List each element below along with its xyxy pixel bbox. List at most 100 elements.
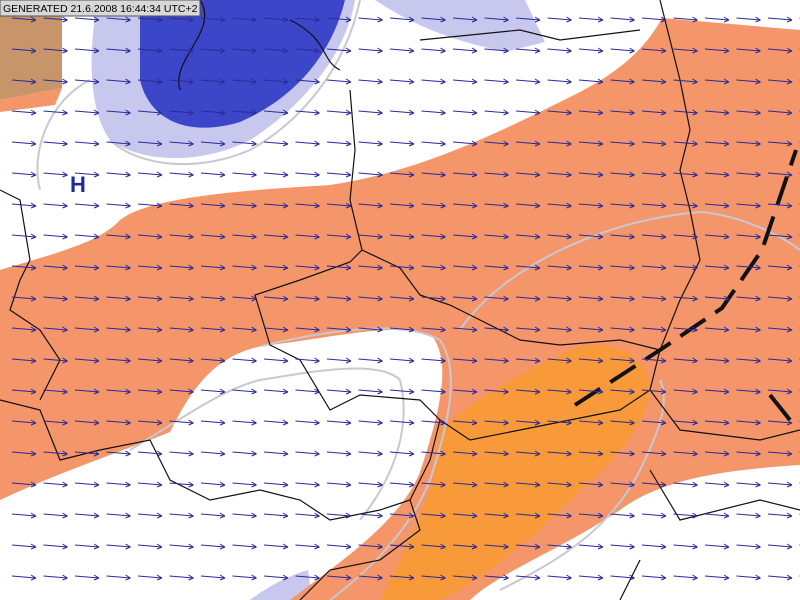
wind-arrow [736, 140, 761, 147]
wind-arrow [389, 450, 415, 457]
wind-arrow [484, 78, 509, 85]
wind-arrow [263, 357, 289, 364]
wind-arrow [610, 419, 635, 426]
wind-arrow [169, 481, 194, 488]
wind-arrow [43, 326, 68, 333]
wind-arrow [704, 543, 730, 550]
wind-arrow [358, 295, 383, 302]
wind-arrow [358, 233, 383, 240]
wind-arrow [547, 47, 572, 54]
wind-arrow [673, 574, 698, 581]
wind-arrow [641, 233, 667, 240]
coastline [178, 0, 641, 91]
wind-arrow [547, 16, 572, 23]
wind-arrow [515, 419, 541, 426]
wind-arrow [610, 357, 635, 364]
wind-arrow [578, 233, 604, 240]
wind-arrow [641, 357, 667, 364]
wind-arrow [358, 543, 383, 550]
wind-arrow [610, 140, 635, 147]
wind-arrow [484, 109, 509, 116]
wind-arrow [137, 171, 163, 178]
wind-arrow [106, 264, 131, 271]
wind-arrow [326, 233, 352, 240]
wind-arrow [578, 326, 604, 333]
wind-arrow [484, 388, 509, 395]
wind-arrow [326, 295, 352, 302]
wind-arrow [106, 450, 131, 457]
wind-arrow [200, 140, 226, 147]
wind-arrow [74, 295, 100, 302]
wind-arrow [767, 326, 793, 333]
country-border [439, 389, 651, 441]
wind-arrow [484, 233, 509, 240]
wind-arrow [704, 202, 730, 209]
wind-arrow [389, 78, 415, 85]
wind-arrow [515, 78, 541, 85]
brown-region [0, 0, 62, 100]
wind-arrow [106, 233, 131, 240]
wind-field [11, 16, 800, 581]
wind-arrow [578, 450, 604, 457]
wind-arrow [547, 140, 572, 147]
wind-arrow [610, 78, 635, 85]
wind-arrow [11, 481, 37, 488]
wind-arrow [452, 202, 478, 209]
wind-arrow [232, 171, 257, 178]
wind-arrow [578, 295, 604, 302]
wind-arrow [326, 202, 352, 209]
wind-arrow [484, 512, 509, 519]
wind-arrow [43, 202, 68, 209]
wind-arrow [137, 450, 163, 457]
wind-arrow [11, 109, 37, 116]
wind-arrow [389, 233, 415, 240]
wind-arrow [11, 543, 37, 550]
wind-arrow [547, 481, 572, 488]
wind-arrow [767, 419, 793, 426]
wind-arrow [137, 388, 163, 395]
wind-arrow [515, 202, 541, 209]
wind-arrow [452, 512, 478, 519]
wind-arrow [641, 264, 667, 271]
wind-arrow [137, 264, 163, 271]
wind-arrow [547, 109, 572, 116]
wind-arrow [673, 481, 698, 488]
wind-arrow [106, 543, 131, 550]
wind-arrow [326, 326, 352, 333]
wind-arrow [389, 264, 415, 271]
wind-arrow [704, 326, 730, 333]
wind-arrow [578, 388, 604, 395]
wind-arrow [326, 78, 352, 85]
wind-arrow [484, 264, 509, 271]
wind-arrow [358, 47, 383, 54]
wind-arrow [610, 109, 635, 116]
wind-arrow [11, 357, 37, 364]
wind-arrow [200, 574, 226, 581]
header-box [0, 0, 201, 17]
wind-arrow [137, 543, 163, 550]
wind-arrow [578, 512, 604, 519]
wind-arrow [74, 171, 100, 178]
wind-arrow [452, 388, 478, 395]
wind-arrow [673, 543, 698, 550]
wind-arrow [169, 78, 194, 85]
wind-arrow [484, 450, 509, 457]
wind-arrow [74, 140, 100, 147]
wind-arrow [389, 512, 415, 519]
wind-arrow [452, 109, 478, 116]
wind-arrow [358, 264, 383, 271]
wind-arrow [452, 295, 478, 302]
wind-arrow [421, 543, 446, 550]
wind-arrow [358, 419, 383, 426]
wind-arrow [326, 16, 352, 23]
wind-arrow [232, 264, 257, 271]
country-border [361, 249, 661, 351]
wind-arrow [484, 16, 509, 23]
wind-arrow [767, 47, 793, 54]
wind-arrow [200, 543, 226, 550]
wind-arrow [43, 140, 68, 147]
wind-arrow [43, 78, 68, 85]
wind-arrow [326, 419, 352, 426]
wind-arrow [106, 512, 131, 519]
wind-arrow [389, 16, 415, 23]
